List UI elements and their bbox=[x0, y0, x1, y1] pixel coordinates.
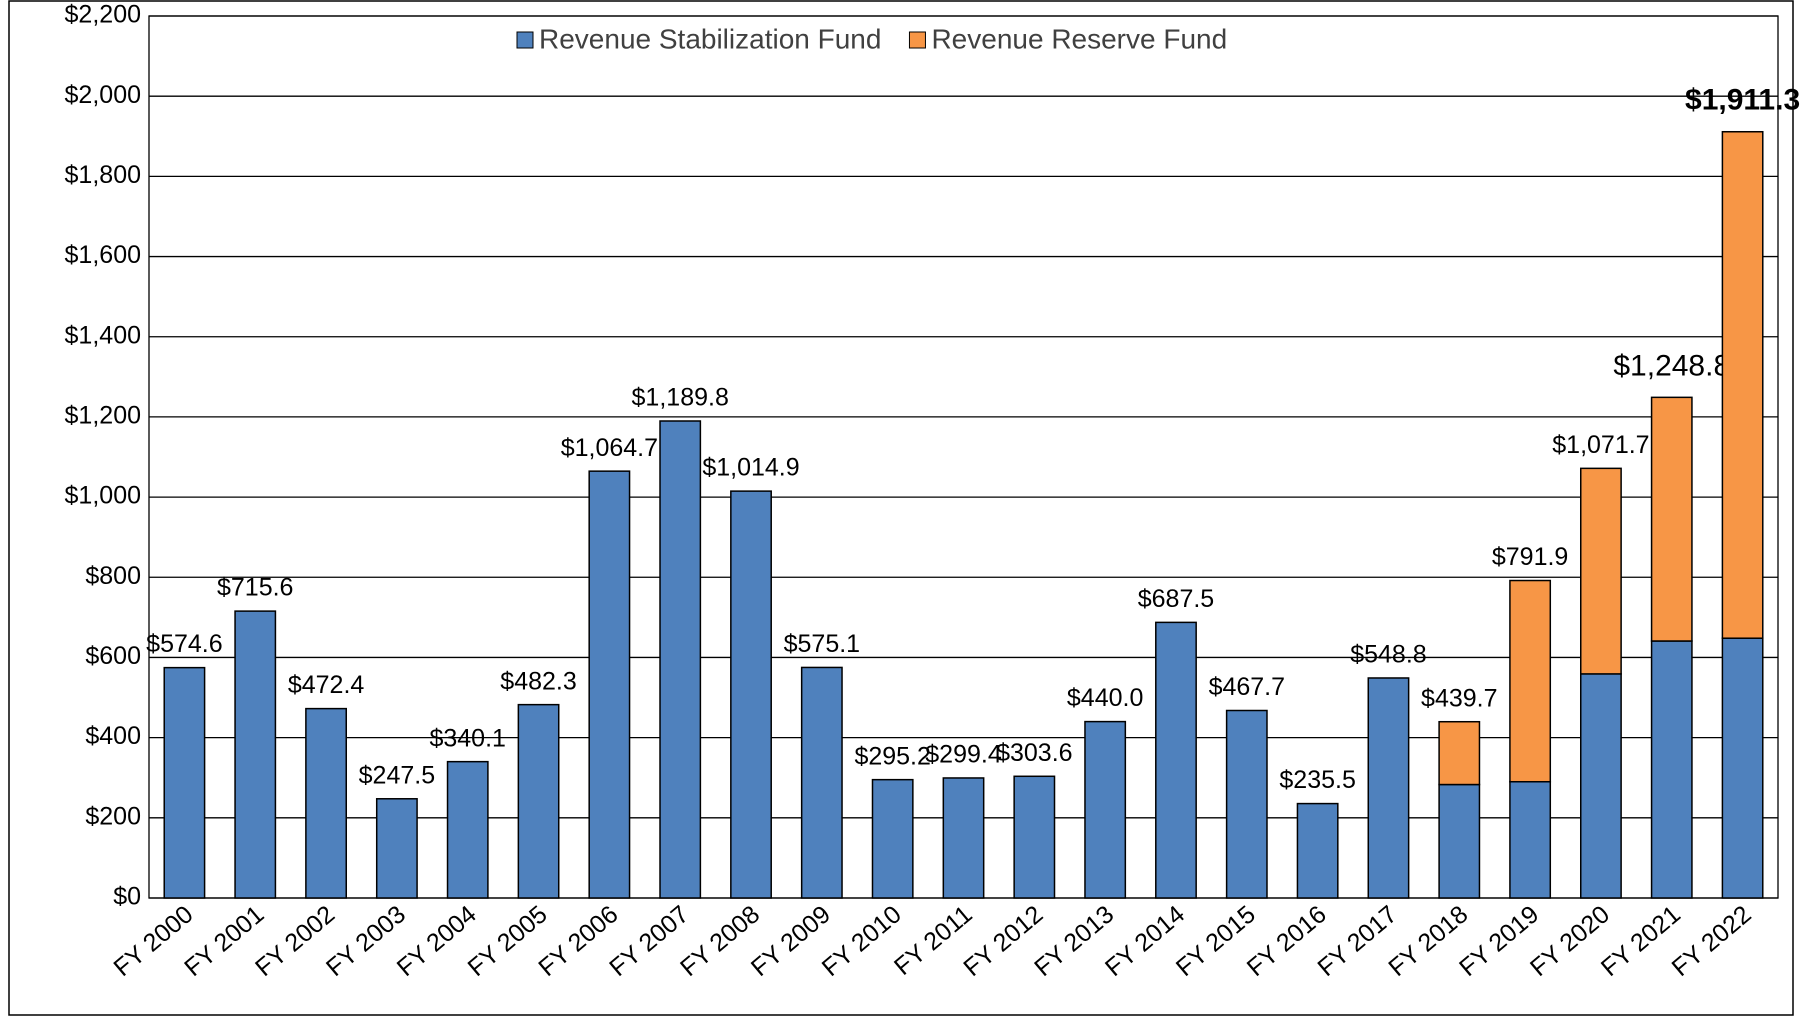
x-tick-label: FY 2008 bbox=[675, 900, 765, 982]
y-tick-label: $1,400 bbox=[65, 321, 141, 349]
x-tick-label: FY 2010 bbox=[817, 900, 907, 982]
legend-label: Revenue Stabilization Fund bbox=[539, 23, 881, 54]
x-tick-label: FY 2006 bbox=[533, 900, 623, 982]
x-tick-label: FY 2017 bbox=[1313, 900, 1403, 982]
bar-segment bbox=[305, 707, 348, 899]
data-label: $1,071.7 bbox=[1552, 431, 1649, 459]
data-label: $235.5 bbox=[1279, 766, 1355, 794]
x-tick-label: FY 2003 bbox=[321, 900, 411, 982]
legend-swatch bbox=[908, 31, 926, 49]
y-tick-label: $1,000 bbox=[65, 482, 141, 510]
bar-segment bbox=[1579, 467, 1622, 675]
data-label: $299.4 bbox=[925, 741, 1002, 769]
data-label: $548.8 bbox=[1350, 641, 1426, 669]
data-label: $1,911.3 bbox=[1685, 84, 1800, 117]
chart-border bbox=[8, 0, 1794, 1016]
data-label: $439.7 bbox=[1421, 684, 1497, 712]
data-label: $467.7 bbox=[1209, 673, 1285, 701]
data-label: $715.6 bbox=[217, 574, 293, 602]
data-label: $247.5 bbox=[359, 761, 435, 789]
x-tick-label: FY 2021 bbox=[1596, 900, 1686, 982]
y-tick-label: $2,200 bbox=[65, 1, 141, 29]
bar-segment bbox=[1438, 783, 1481, 899]
x-tick-label: FY 2016 bbox=[1242, 900, 1332, 982]
bar-segment bbox=[1367, 677, 1410, 899]
bar-segment bbox=[1225, 709, 1268, 899]
bar-segment bbox=[163, 666, 206, 899]
bar-segment bbox=[1650, 396, 1693, 642]
data-label: $1,189.8 bbox=[632, 384, 729, 412]
bar-segment bbox=[730, 490, 772, 899]
bar-segment bbox=[1013, 775, 1056, 899]
data-label: $687.5 bbox=[1138, 585, 1214, 613]
x-tick-label: FY 2004 bbox=[392, 900, 482, 982]
y-tick-label: $400 bbox=[85, 722, 141, 750]
x-tick-label: FY 2012 bbox=[958, 900, 1048, 982]
x-tick-label: FY 2019 bbox=[1454, 900, 1544, 982]
bar-segment bbox=[1084, 720, 1127, 899]
bar-segment bbox=[1509, 579, 1552, 783]
x-tick-label: FY 2022 bbox=[1667, 900, 1757, 982]
y-tick-label: $2,000 bbox=[65, 81, 141, 109]
data-label: $791.9 bbox=[1492, 543, 1568, 571]
legend-label: Revenue Reserve Fund bbox=[931, 23, 1227, 54]
x-tick-label: FY 2001 bbox=[179, 900, 269, 982]
y-tick-label: $1,200 bbox=[65, 402, 141, 430]
bar-segment bbox=[375, 798, 418, 899]
bar-segment bbox=[588, 470, 631, 899]
x-tick-label: FY 2002 bbox=[250, 900, 340, 982]
x-tick-label: FY 2000 bbox=[108, 900, 198, 982]
bar-segment bbox=[1509, 780, 1552, 899]
data-label: $472.4 bbox=[288, 671, 365, 699]
bar-segment bbox=[1721, 637, 1764, 899]
y-tick-label: $1,800 bbox=[65, 161, 141, 189]
y-tick-label: $200 bbox=[85, 802, 141, 830]
bar-segment bbox=[1721, 130, 1764, 639]
bar-segment bbox=[942, 777, 985, 899]
x-tick-label: FY 2015 bbox=[1171, 900, 1261, 982]
bar-segment bbox=[1438, 720, 1481, 786]
bar-segment bbox=[446, 760, 489, 899]
x-tick-label: FY 2020 bbox=[1525, 900, 1615, 982]
x-tick-label: FY 2007 bbox=[604, 900, 694, 982]
bar-segment bbox=[1650, 640, 1693, 899]
x-tick-label: FY 2005 bbox=[463, 900, 553, 982]
x-tick-label: FY 2014 bbox=[1100, 900, 1190, 982]
data-label: $303.6 bbox=[996, 739, 1072, 767]
data-label: $482.3 bbox=[500, 667, 576, 695]
x-tick-label: FY 2013 bbox=[1029, 900, 1119, 982]
x-tick-label: FY 2018 bbox=[1383, 900, 1473, 982]
data-label: $440.0 bbox=[1067, 684, 1143, 712]
bar-segment bbox=[234, 610, 277, 899]
bar-segment bbox=[659, 420, 702, 899]
data-label: $1,064.7 bbox=[561, 434, 658, 462]
y-tick-label: $0 bbox=[113, 883, 141, 911]
y-tick-label: $600 bbox=[85, 642, 141, 670]
x-tick-label: FY 2009 bbox=[746, 900, 836, 982]
data-label: $575.1 bbox=[784, 630, 860, 658]
bar-segment bbox=[871, 778, 914, 899]
data-label: $1,248.8 bbox=[1613, 349, 1730, 382]
y-tick-label: $800 bbox=[85, 562, 141, 590]
bar-segment bbox=[1579, 673, 1622, 899]
bar-segment bbox=[517, 703, 560, 899]
data-label: $295.2 bbox=[854, 742, 930, 770]
y-tick-label: $1,600 bbox=[65, 241, 141, 269]
data-label: $340.1 bbox=[429, 724, 505, 752]
bar-segment bbox=[800, 666, 843, 899]
legend-swatch bbox=[516, 31, 534, 49]
bar-segment bbox=[1155, 621, 1197, 899]
bar-segment bbox=[1296, 802, 1339, 899]
data-label: $574.6 bbox=[146, 630, 222, 658]
data-label: $1,014.9 bbox=[702, 454, 799, 482]
